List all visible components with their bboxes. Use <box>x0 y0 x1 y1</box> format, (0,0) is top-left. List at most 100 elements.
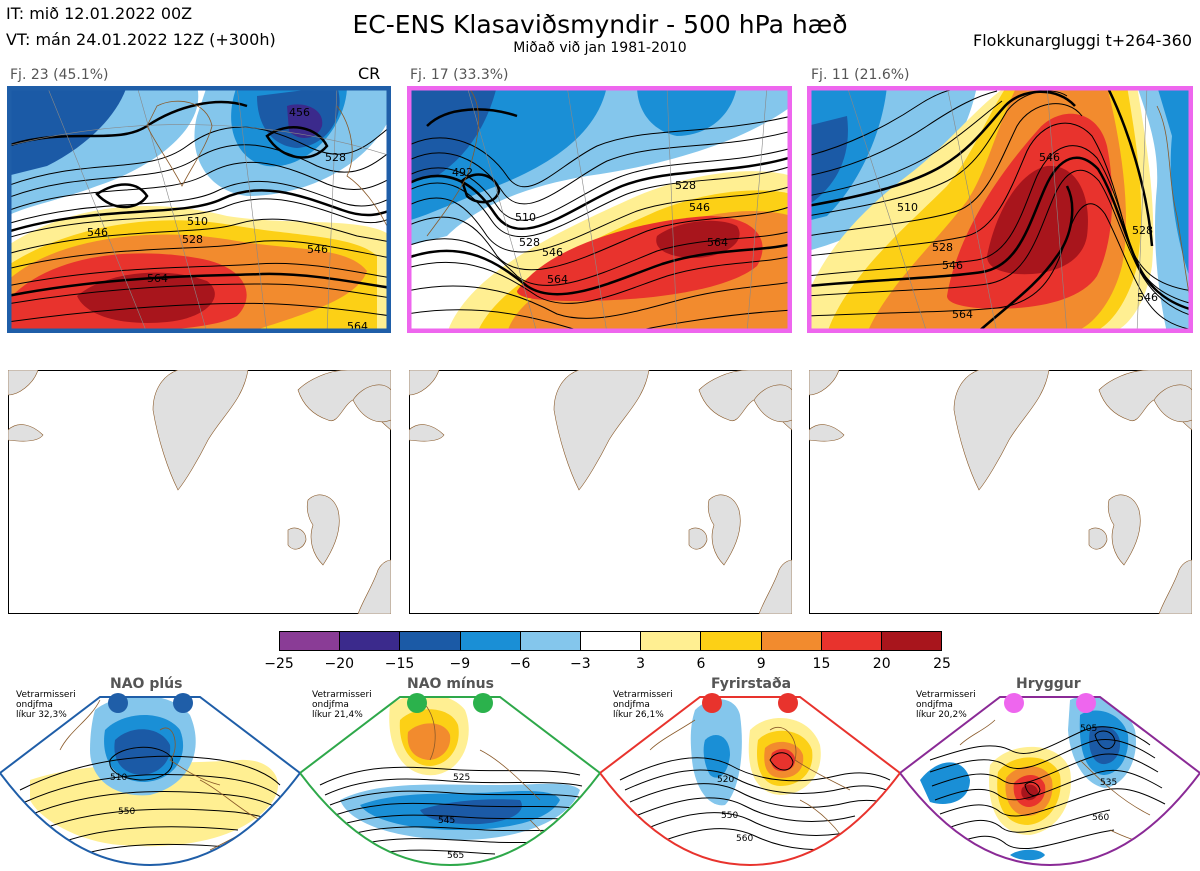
regime-1-dot <box>173 693 193 713</box>
cluster-3-contour-label: 528 <box>1132 224 1153 237</box>
base-map-2 <box>409 370 792 614</box>
regime-2-contour-label: 545 <box>438 816 455 826</box>
regime-2-info: Vetrarmisseri ondjfma líkur 21,4% <box>312 690 372 720</box>
cluster-3-contour-label: 546 <box>942 259 963 272</box>
regime-4-dot <box>1004 693 1024 713</box>
colorbar-tick-label: 3 <box>636 656 646 672</box>
cluster-3-contour-label: 510 <box>897 201 918 214</box>
regime-1-info: Vetrarmisseri ondjfma líkur 32,3% <box>16 690 76 720</box>
colorbar-segment <box>460 632 521 650</box>
regime-3-info-line1: Vetrarmisseri <box>613 690 673 700</box>
regime-4-contour-label: 505 <box>1080 724 1097 734</box>
valid-time: VT: mán 24.01.2022 12Z (+300h) <box>6 30 276 49</box>
cluster-3-contour-label: 528 <box>932 241 953 254</box>
regime-3-info: Vetrarmisseri ondjfma líkur 26,1% <box>613 690 673 720</box>
regime-4-contour-label: 535 <box>1100 778 1117 788</box>
cluster-1-label: Fj. 23 (45.1%) <box>10 67 109 83</box>
regime-3-info-line3: líkur 26,1% <box>613 710 664 720</box>
regime-2-dot <box>407 693 427 713</box>
regime-1-info-line1: Vetrarmisseri <box>16 690 76 700</box>
cluster-2-contour-label: 546 <box>542 246 563 259</box>
regime-4-info-line3: líkur 20,2% <box>916 710 967 720</box>
cluster-1-contour-label: 546 <box>87 226 108 239</box>
colorbar-segment <box>701 632 762 650</box>
cluster-1-contour-label: 564 <box>147 272 168 285</box>
page-title: EC-ENS Klasaviðsmyndir - 500 hPa hæð <box>352 10 848 39</box>
colorbar-tick-label: 9 <box>756 656 766 672</box>
regime-3-dot <box>778 693 798 713</box>
colorbar-segment <box>400 632 461 650</box>
colorbar-tick-label: −3 <box>570 656 591 672</box>
cluster-3-map[interactable]: 510 528 546 564 546 528 546 <box>807 86 1193 333</box>
cluster-1-map[interactable]: 510 528 546 564 456 528 564 546 <box>7 86 391 333</box>
initial-time: IT: mið 12.01.2022 00Z <box>6 4 193 23</box>
page-subtitle: Miðað við jan 1981-2010 <box>513 40 687 56</box>
colorbar-segment <box>280 632 341 650</box>
cluster-3-border <box>807 86 1193 333</box>
colorbar-tick-label: 20 <box>872 656 891 672</box>
colorbar-segment <box>520 632 581 650</box>
base-map-1 <box>8 370 391 614</box>
cluster-2-label: Fj. 17 (33.3%) <box>410 67 509 83</box>
cluster-1-border <box>7 86 391 333</box>
colorbar-segment <box>340 632 401 650</box>
regime-3-info-line2: ondjfma <box>613 700 650 710</box>
cluster-3-contour-label: 546 <box>1137 291 1158 304</box>
cluster-2-map[interactable]: 528 546 564 510 528 546 564 492 <box>407 86 792 333</box>
colorbar-segment <box>641 632 702 650</box>
regime-3-map[interactable]: 520 550 560 <box>600 690 900 871</box>
colorbar-tick-label: −25 <box>264 656 294 672</box>
colorbar-segment <box>881 632 942 650</box>
cluster-2-contour-label: 564 <box>547 273 568 286</box>
regime-3-contour-label: 520 <box>717 775 734 785</box>
cluster-1-contour-label: 510 <box>187 215 208 228</box>
regime-1-info-line2: ondjfma <box>16 700 53 710</box>
colorbar-segment <box>761 632 822 650</box>
regime-3-title: Fyrirstaða <box>711 676 792 692</box>
colorbar-segment <box>580 632 642 650</box>
regime-1-contour-label: 550 <box>118 807 135 817</box>
regime-4-title: Hryggur <box>1016 676 1081 692</box>
regime-2-info-line3: líkur 21,4% <box>312 710 363 720</box>
regime-2-contour-label: 525 <box>453 773 470 783</box>
regime-2-info-line2: ondjfma <box>312 700 349 710</box>
regime-4-dot <box>1076 693 1096 713</box>
cluster-2-contour-label: 546 <box>689 201 710 214</box>
cluster-2-contour-label: 492 <box>452 166 473 179</box>
colorbar-tick-label: −9 <box>449 656 471 672</box>
classification-window: Flokkunargluggi t+264-360 <box>973 31 1192 50</box>
cluster-2-contour-label: 528 <box>519 236 540 249</box>
regime-4-info: Vetrarmisseri ondjfma líkur 20,2% <box>916 690 976 720</box>
regime-3-contour-label: 560 <box>736 834 753 844</box>
regime-1-dot <box>108 693 128 713</box>
cluster-2-contour-label: 564 <box>707 236 728 249</box>
colorbar-tick-label: −20 <box>324 656 355 672</box>
regime-1-map[interactable]: 510 550 <box>0 690 300 871</box>
regime-1-contour-label: 510 <box>110 773 127 783</box>
colorbar-tick-label: 15 <box>812 656 831 672</box>
regime-1-info-line3: líkur 32,3% <box>16 710 67 720</box>
cluster-1-contour-label: 528 <box>325 151 346 164</box>
regime-2-title: NAO mínus <box>407 676 494 692</box>
cluster-3-contour-label: 564 <box>952 308 973 321</box>
regime-2-info-line1: Vetrarmisseri <box>312 690 372 700</box>
cluster-2-contour-label: 510 <box>515 211 536 224</box>
cluster-1-contour-label: 528 <box>182 233 203 246</box>
regime-2-dot <box>473 693 493 713</box>
cluster-2-contour-label: 528 <box>675 179 696 192</box>
cluster-1-contour-label: 456 <box>289 106 310 119</box>
regime-2-map[interactable]: 525 545 565 <box>300 690 600 871</box>
cluster-1-contour-label: 546 <box>307 243 328 256</box>
cluster-1-contour-label: 564 <box>347 320 368 333</box>
colorbar-tick-label: −15 <box>384 656 415 672</box>
regime-4-info-line1: Vetrarmisseri <box>916 690 976 700</box>
colorbar-tick-label: 25 <box>933 656 951 672</box>
regime-2-contour-label: 565 <box>447 851 464 861</box>
regime-4-map[interactable]: 505 535 560 <box>900 690 1200 871</box>
regime-3-dot <box>702 693 722 713</box>
cluster-2-border <box>407 86 792 333</box>
colorbar-tick-label: −6 <box>509 656 531 672</box>
colorbar-segment <box>821 632 882 650</box>
regime-1-title: NAO plús <box>110 676 183 692</box>
regime-3-contour-label: 550 <box>721 811 738 821</box>
